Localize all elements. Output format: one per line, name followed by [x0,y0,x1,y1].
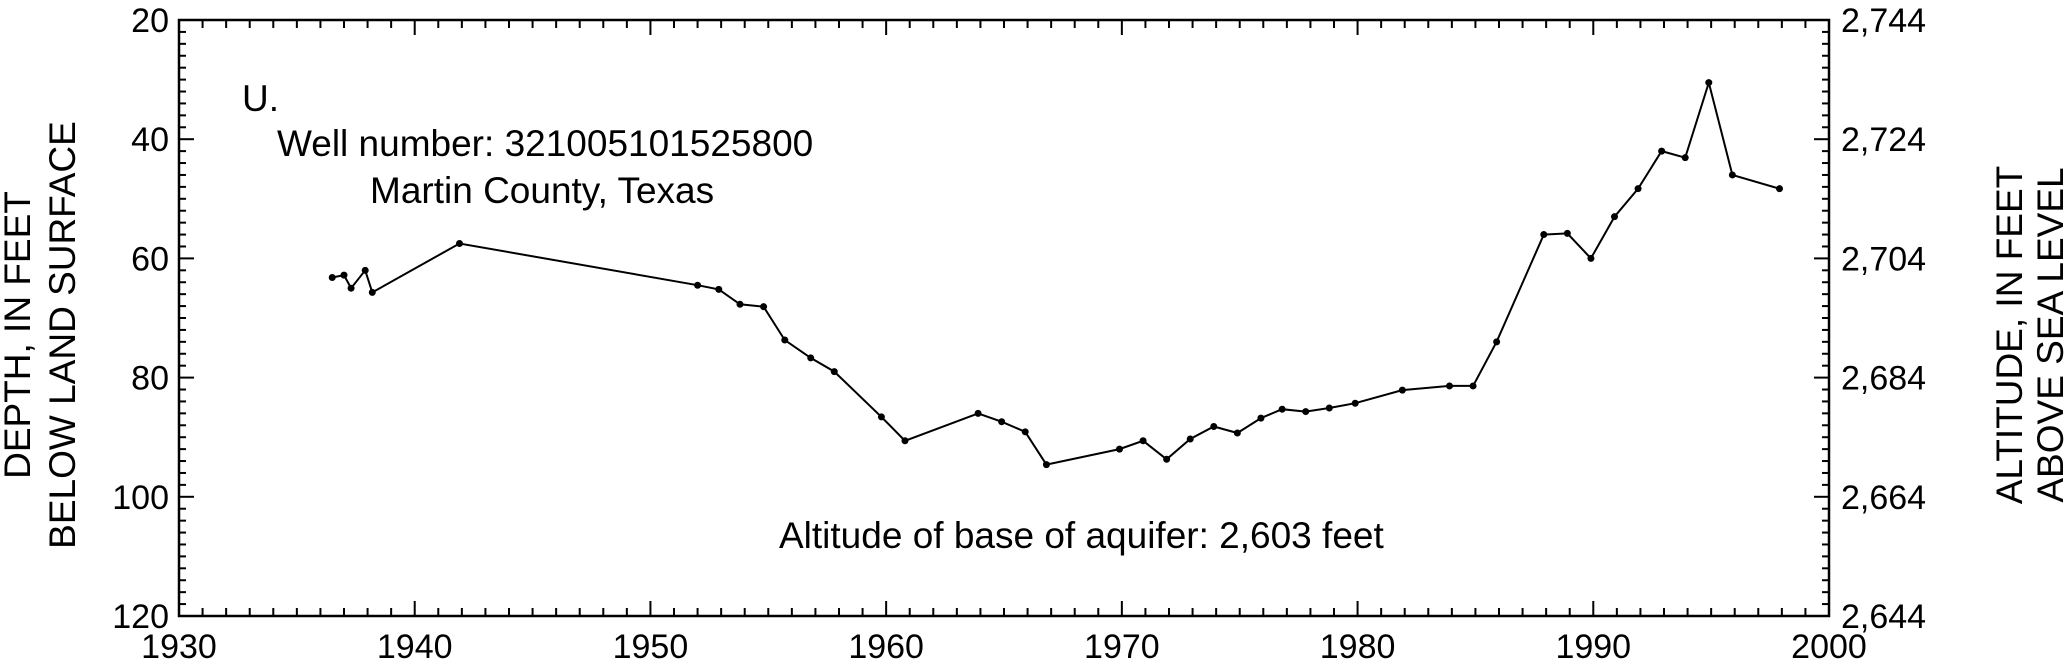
data-point [347,284,355,292]
y-right-tick-label: 2,744 [1841,2,1926,40]
panel-label: U. [242,78,279,119]
data-point [760,303,768,311]
data-point [361,266,369,274]
data-point [781,336,789,344]
data-point [1587,254,1595,262]
y-right-tick-label: 2,724 [1841,121,1926,159]
x-tick-label: 1930 [141,628,217,666]
data-point [1634,185,1642,193]
y-right-tick-label: 2,664 [1841,479,1926,517]
data-point [1469,382,1477,390]
data-point [974,409,982,417]
data-point [1351,399,1359,407]
data-point [1705,79,1713,87]
y-left-tick-label: 20 [131,2,169,40]
data-point [1302,408,1310,416]
y-axis-left-title-line2: BELOW LAND SURFACE [42,121,83,549]
data-point [1186,435,1194,443]
data-point [340,271,348,279]
data-point [1728,171,1736,179]
y-axis-right-title-line1: ALTITUDE, IN FEET [1989,166,2030,505]
x-tick-label: 1960 [848,628,924,666]
y-left-tick-label: 80 [131,360,169,398]
base-altitude-annotation: Altitude of base of aquifer: 2,603 feet [779,515,1384,556]
data-point [1116,445,1123,453]
data-point [877,413,885,421]
x-tick-label: 1990 [1555,628,1631,666]
data-point [1658,147,1666,155]
y-left-tick-label: 40 [131,121,169,159]
data-point [901,437,909,445]
axis-ticks [178,19,1830,617]
x-tick-label: 1970 [1084,628,1160,666]
data-point [1446,382,1453,390]
data-point [1021,428,1029,436]
data-point [998,418,1006,426]
y-left-tick-label: 120 [112,598,169,636]
y-left-tick-label: 60 [131,240,169,278]
tick-labels: 1930 1940 1950 1960 1970 1980 1990 2000 20 40 60 80… [112,2,1926,666]
x-tick-label: 2000 [1791,628,1867,666]
data-point [1563,229,1571,237]
county-annotation: Martin County, Texas [370,170,714,211]
data-point [1233,429,1241,437]
y-axis-right-title-line2: ABOVE SEA LEVEL [2030,167,2069,502]
data-point [715,285,723,293]
data-point [807,354,815,362]
y-left-tick-label: 100 [112,479,169,517]
data-point [1139,437,1147,445]
x-tick-label: 1980 [1320,628,1396,666]
y-right-tick-label: 2,704 [1841,240,1926,278]
y-axis-left-title-line1: DEPTH, IN FEET [0,191,38,479]
data-point [456,240,463,247]
data-point [328,273,336,281]
data-point [694,281,702,289]
data-point [1776,185,1783,193]
data-point [1042,461,1050,469]
data-point [368,288,376,296]
data-point [1493,338,1501,346]
x-tick-label: 1950 [613,628,689,666]
y-right-tick-label: 2,684 [1841,360,1926,398]
data-point [1325,404,1333,412]
data-point [1611,213,1618,221]
data-point [1163,455,1171,463]
data-point [1278,405,1286,413]
data-point [1681,154,1689,162]
data-point [1398,386,1406,394]
data-point [736,300,744,308]
data-point [830,368,838,376]
water-level-line [332,78,1780,466]
data-points-layer [328,79,1783,469]
data-point [1540,231,1548,239]
well-number-annotation: Well number: 321005101525800 [277,123,813,164]
data-point [1210,422,1218,430]
x-tick-label: 1940 [377,628,453,666]
series-line-layer [332,78,1780,466]
y-right-tick-label: 2,644 [1841,598,1926,636]
data-point [1257,414,1265,422]
